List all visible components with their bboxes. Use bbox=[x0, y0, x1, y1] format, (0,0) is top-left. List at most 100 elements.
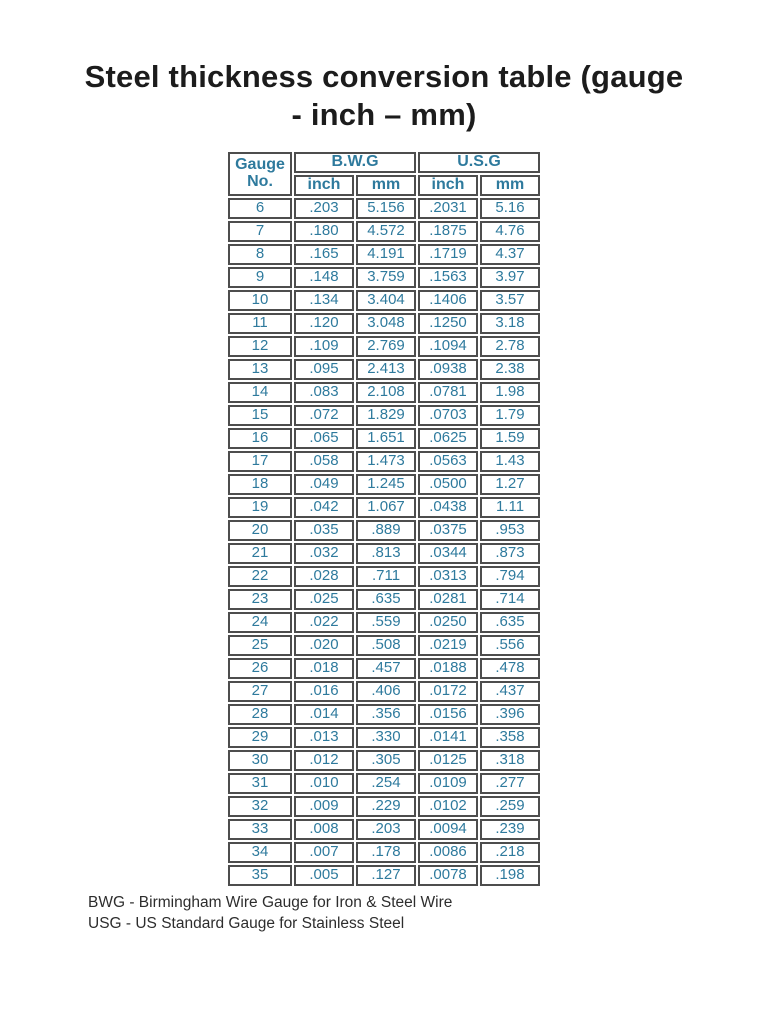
footnotes: BWG - Birmingham Wire Gauge for Iron & S… bbox=[88, 892, 768, 934]
gauge-number-cell: 11 bbox=[228, 312, 292, 334]
value-cell: .0250 bbox=[418, 611, 478, 633]
value-cell: .277 bbox=[480, 772, 540, 794]
value-cell: .0102 bbox=[418, 795, 478, 817]
value-cell: .203 bbox=[356, 818, 416, 840]
value-cell: .330 bbox=[356, 726, 416, 748]
gauge-number-cell: 17 bbox=[228, 450, 292, 472]
value-cell: .007 bbox=[294, 841, 354, 863]
value-cell: .0438 bbox=[418, 496, 478, 518]
page-title-line-2: - inch – mm) bbox=[291, 96, 477, 132]
column-group-usg: U.S.G bbox=[418, 151, 540, 173]
gauge-number-cell: 14 bbox=[228, 381, 292, 403]
value-cell: .0281 bbox=[418, 588, 478, 610]
gauge-number-cell: 26 bbox=[228, 657, 292, 679]
gauge-number-cell: 15 bbox=[228, 404, 292, 426]
value-cell: .014 bbox=[294, 703, 354, 725]
value-cell: .203 bbox=[294, 197, 354, 219]
table-row: 34.007.178.0086.218 bbox=[228, 841, 540, 863]
header-sub-row: inch mm inch mm bbox=[228, 174, 540, 196]
value-cell: .2031 bbox=[418, 197, 478, 219]
value-cell: .635 bbox=[480, 611, 540, 633]
gauge-number-cell: 18 bbox=[228, 473, 292, 495]
value-cell: 3.18 bbox=[480, 312, 540, 334]
value-cell: .018 bbox=[294, 657, 354, 679]
value-cell: .0563 bbox=[418, 450, 478, 472]
value-cell: .035 bbox=[294, 519, 354, 541]
value-cell: .0141 bbox=[418, 726, 478, 748]
value-cell: 3.759 bbox=[356, 266, 416, 288]
value-cell: 1.067 bbox=[356, 496, 416, 518]
value-cell: .120 bbox=[294, 312, 354, 334]
value-cell: .478 bbox=[480, 657, 540, 679]
value-cell: .556 bbox=[480, 634, 540, 656]
value-cell: .049 bbox=[294, 473, 354, 495]
value-cell: .042 bbox=[294, 496, 354, 518]
gauge-number-cell: 25 bbox=[228, 634, 292, 656]
table-row: 12.109 2.769.1094 2.78 bbox=[228, 335, 540, 357]
footnote-bwg: BWG - Birmingham Wire Gauge for Iron & S… bbox=[88, 893, 453, 911]
gauge-number-cell: 24 bbox=[228, 611, 292, 633]
value-cell: 3.404 bbox=[356, 289, 416, 311]
gauge-number-cell: 7 bbox=[228, 220, 292, 242]
value-cell: .0703 bbox=[418, 404, 478, 426]
value-cell: .1406 bbox=[418, 289, 478, 311]
column-header-usg-mm: mm bbox=[480, 174, 540, 196]
value-cell: .229 bbox=[356, 795, 416, 817]
value-cell: 1.43 bbox=[480, 450, 540, 472]
value-cell: .0344 bbox=[418, 542, 478, 564]
value-cell: .218 bbox=[480, 841, 540, 863]
page-title: Steel thickness conversion table (gauge … bbox=[54, 0, 714, 134]
value-cell: 4.37 bbox=[480, 243, 540, 265]
table-row: 19.042 1.067.0438 1.11 bbox=[228, 496, 540, 518]
value-cell: .020 bbox=[294, 634, 354, 656]
value-cell: .0156 bbox=[418, 703, 478, 725]
value-cell: .239 bbox=[480, 818, 540, 840]
value-cell: 1.27 bbox=[480, 473, 540, 495]
value-cell: 4.191 bbox=[356, 243, 416, 265]
value-cell: 2.78 bbox=[480, 335, 540, 357]
table-row: 35.005.127.0078.198 bbox=[228, 864, 540, 886]
gauge-number-cell: 20 bbox=[228, 519, 292, 541]
value-cell: .0313 bbox=[418, 565, 478, 587]
table-row: 22.028.711.0313.794 bbox=[228, 565, 540, 587]
value-cell: .1563 bbox=[418, 266, 478, 288]
value-cell: 5.16 bbox=[480, 197, 540, 219]
footnote-usg: USG - US Standard Gauge for Stainless St… bbox=[88, 914, 405, 932]
value-cell: 3.97 bbox=[480, 266, 540, 288]
value-cell: .025 bbox=[294, 588, 354, 610]
value-cell: 2.769 bbox=[356, 335, 416, 357]
value-cell: .259 bbox=[480, 795, 540, 817]
value-cell: .0109 bbox=[418, 772, 478, 794]
gauge-number-cell: 6 bbox=[228, 197, 292, 219]
value-cell: .0086 bbox=[418, 841, 478, 863]
value-cell: .356 bbox=[356, 703, 416, 725]
value-cell: .0219 bbox=[418, 634, 478, 656]
table-header: Gauge No. B.W.G U.S.G inch mm inch mm bbox=[228, 151, 540, 196]
column-header-bwg-mm: mm bbox=[356, 174, 416, 196]
table-row: 30.012.305.0125.318 bbox=[228, 749, 540, 771]
value-cell: .180 bbox=[294, 220, 354, 242]
value-cell: .058 bbox=[294, 450, 354, 472]
gauge-number-cell: 23 bbox=[228, 588, 292, 610]
column-header-gauge-no: Gauge No. bbox=[228, 151, 292, 196]
gauge-number-cell: 8 bbox=[228, 243, 292, 265]
gauge-number-cell: 29 bbox=[228, 726, 292, 748]
value-cell: .198 bbox=[480, 864, 540, 886]
gauge-number-cell: 10 bbox=[228, 289, 292, 311]
column-group-bwg: B.W.G bbox=[294, 151, 416, 173]
gauge-number-cell: 21 bbox=[228, 542, 292, 564]
value-cell: .0781 bbox=[418, 381, 478, 403]
value-cell: .072 bbox=[294, 404, 354, 426]
value-cell: 4.572 bbox=[356, 220, 416, 242]
value-cell: 1.829 bbox=[356, 404, 416, 426]
table-row: 24.022.559.0250.635 bbox=[228, 611, 540, 633]
value-cell: 2.413 bbox=[356, 358, 416, 380]
value-cell: .083 bbox=[294, 381, 354, 403]
value-cell: .559 bbox=[356, 611, 416, 633]
table-body: 6.203 5.156.2031 5.16 7.180 4.572.1875 4.76 8.… bbox=[228, 197, 540, 886]
value-cell: .148 bbox=[294, 266, 354, 288]
value-cell: .714 bbox=[480, 588, 540, 610]
value-cell: 5.156 bbox=[356, 197, 416, 219]
table-row: 17.058 1.473.0563 1.43 bbox=[228, 450, 540, 472]
gauge-number-cell: 31 bbox=[228, 772, 292, 794]
